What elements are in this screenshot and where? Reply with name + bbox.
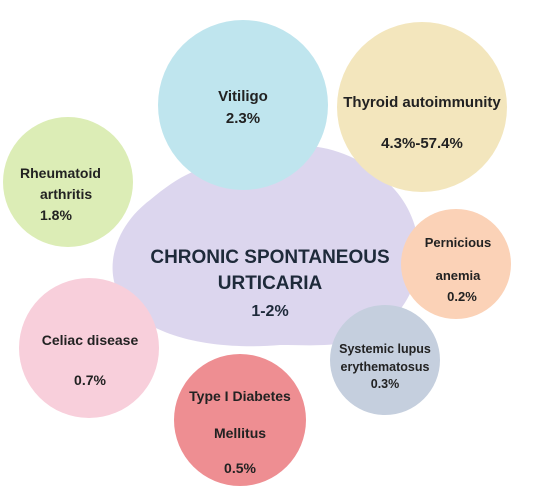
thyroid-label: Thyroid autoimmunity	[343, 94, 501, 111]
rheumatoid-label-line1: Rheumatoid	[20, 165, 101, 181]
rheumatoid-label-line2: arthritis	[40, 186, 93, 202]
thyroid-value: 4.3%-57.4%	[381, 135, 463, 152]
vitiligo-bubble	[158, 20, 328, 190]
pernicious-bubble	[401, 209, 511, 319]
celiac-label: Celiac disease	[41, 332, 139, 348]
celiac-value: 0.7%	[74, 372, 106, 388]
diabetes-value: 0.5%	[224, 460, 256, 476]
rheumatoid-bubble	[3, 117, 133, 247]
sle-bubble	[330, 305, 440, 415]
thyroid-bubble	[337, 22, 507, 192]
diabetes-label-line1: Type I Diabetes	[189, 388, 291, 404]
sle-value: 0.3%	[370, 377, 400, 391]
center-value: 1-2%	[251, 303, 289, 320]
diabetes-bubble	[174, 354, 306, 486]
pernicious-label-line2: anemia	[435, 268, 481, 283]
sle-label-line2: erythematosus	[340, 360, 430, 374]
center-title-line2: URTICARIA	[217, 273, 323, 294]
sle-label-line1: Systemic lupus	[339, 342, 431, 356]
vitiligo-label: Vitiligo	[218, 88, 268, 105]
vitiligo-value: 2.3%	[225, 110, 261, 127]
pernicious-value: 0.2%	[447, 289, 477, 304]
center-bubble	[112, 145, 419, 347]
pernicious-label-line1: Pernicious	[424, 235, 492, 250]
center-title-line1: CHRONIC SPONTANEOUS	[150, 247, 390, 268]
diabetes-label-line2: Mellitus	[213, 425, 267, 441]
celiac-bubble	[19, 278, 159, 418]
rheumatoid-value: 1.8%	[40, 207, 72, 223]
